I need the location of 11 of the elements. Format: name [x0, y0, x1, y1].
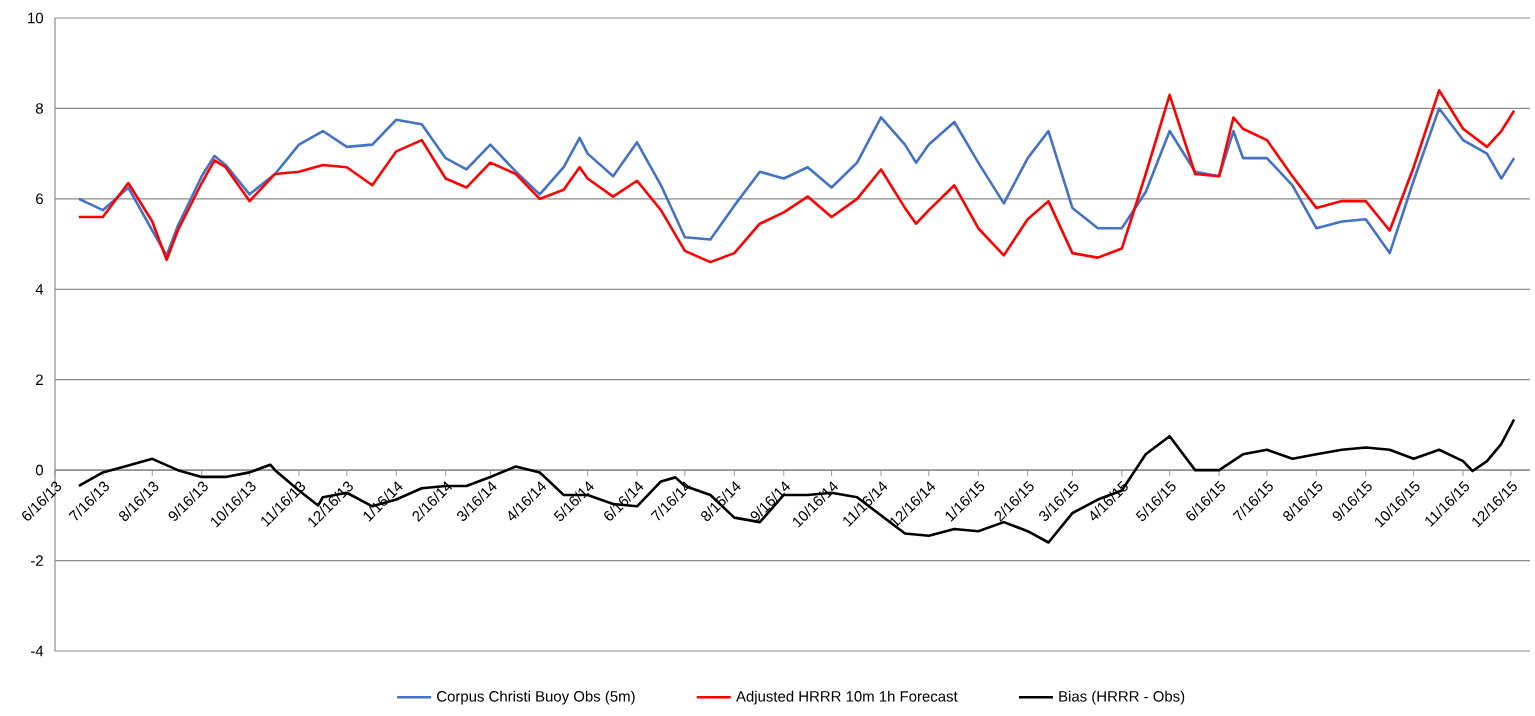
y-tick-label: -4 — [30, 645, 44, 657]
y-tick-label: 0 — [35, 464, 44, 476]
y-tick-label: 10 — [28, 12, 44, 24]
legend-label: Bias (HRRR - Obs) — [1059, 690, 1185, 705]
y-tick-label: 4 — [35, 284, 44, 295]
y-tick-label: 6 — [36, 193, 43, 205]
legend-label: Corpus Christi Buoy Obs (5m) — [437, 690, 635, 705]
y-tick-label: 8 — [35, 103, 43, 114]
y-tick-label: 2 — [36, 374, 43, 385]
legend-label: Adjusted HRRR 10m 1h Forecast — [736, 690, 958, 705]
y-tick-label: -2 — [30, 555, 43, 566]
